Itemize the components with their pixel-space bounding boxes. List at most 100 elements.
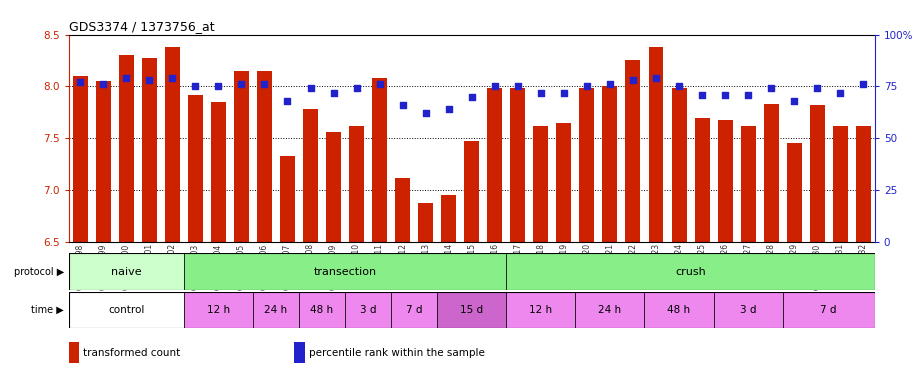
Bar bbox=[714, 292, 782, 328]
Bar bbox=[142, 58, 157, 242]
Point bbox=[810, 85, 824, 91]
Point bbox=[303, 85, 318, 91]
Bar bbox=[442, 195, 456, 242]
Point bbox=[396, 102, 410, 108]
Point bbox=[487, 83, 502, 89]
Point bbox=[464, 94, 479, 100]
Bar bbox=[575, 292, 645, 328]
Point bbox=[856, 81, 870, 88]
Bar bbox=[603, 86, 617, 242]
Bar bbox=[303, 109, 318, 242]
Text: 15 d: 15 d bbox=[460, 305, 484, 315]
Bar bbox=[253, 292, 299, 328]
Bar bbox=[184, 253, 507, 290]
Point bbox=[326, 89, 341, 96]
Text: 48 h: 48 h bbox=[668, 305, 691, 315]
Point bbox=[442, 106, 456, 112]
Bar bbox=[165, 47, 180, 242]
Bar bbox=[694, 118, 710, 242]
Bar bbox=[510, 88, 525, 242]
Point bbox=[557, 89, 572, 96]
Bar bbox=[580, 88, 594, 242]
Point bbox=[349, 85, 364, 91]
Point bbox=[419, 110, 433, 116]
Point bbox=[211, 83, 225, 89]
Bar bbox=[833, 126, 847, 242]
Bar bbox=[211, 102, 226, 242]
Bar bbox=[810, 105, 824, 242]
Text: 24 h: 24 h bbox=[598, 305, 621, 315]
Bar bbox=[349, 126, 364, 242]
Text: 7 d: 7 d bbox=[821, 305, 837, 315]
Bar bbox=[391, 292, 437, 328]
Point bbox=[694, 92, 709, 98]
Text: 3 d: 3 d bbox=[360, 305, 376, 315]
Text: 48 h: 48 h bbox=[311, 305, 333, 315]
Point bbox=[580, 83, 594, 89]
Point bbox=[372, 81, 387, 88]
Bar bbox=[234, 71, 249, 242]
Bar bbox=[345, 292, 391, 328]
Bar bbox=[299, 292, 345, 328]
Bar bbox=[188, 95, 202, 242]
Bar bbox=[856, 126, 871, 242]
Point bbox=[234, 81, 249, 88]
Bar bbox=[741, 126, 756, 242]
Bar bbox=[326, 132, 341, 242]
Bar bbox=[419, 202, 433, 242]
Bar bbox=[649, 47, 663, 242]
Bar bbox=[119, 55, 134, 242]
Point bbox=[603, 81, 617, 88]
Text: naive: naive bbox=[111, 266, 142, 277]
Text: control: control bbox=[108, 305, 145, 315]
Text: GDS3374 / 1373756_at: GDS3374 / 1373756_at bbox=[69, 20, 214, 33]
Bar bbox=[464, 141, 479, 242]
Text: 7 d: 7 d bbox=[406, 305, 422, 315]
Bar bbox=[671, 88, 686, 242]
Bar bbox=[787, 144, 802, 242]
Bar bbox=[717, 119, 733, 242]
Text: 3 d: 3 d bbox=[740, 305, 757, 315]
Bar bbox=[437, 292, 507, 328]
Text: 12 h: 12 h bbox=[207, 305, 230, 315]
Bar bbox=[556, 123, 572, 242]
Bar bbox=[764, 104, 779, 242]
Text: 24 h: 24 h bbox=[265, 305, 288, 315]
Bar bbox=[69, 292, 184, 328]
Point bbox=[626, 77, 640, 83]
Bar bbox=[184, 292, 253, 328]
Bar bbox=[395, 178, 410, 242]
Point bbox=[188, 83, 202, 89]
Point bbox=[142, 77, 157, 83]
Point bbox=[718, 92, 733, 98]
Text: protocol ▶: protocol ▶ bbox=[14, 266, 64, 277]
Text: time ▶: time ▶ bbox=[31, 305, 64, 315]
Text: 12 h: 12 h bbox=[529, 305, 552, 315]
Point bbox=[787, 98, 802, 104]
Text: transection: transection bbox=[313, 266, 376, 277]
Point bbox=[833, 89, 847, 96]
Bar bbox=[69, 253, 184, 290]
Point bbox=[119, 75, 134, 81]
Text: percentile rank within the sample: percentile rank within the sample bbox=[309, 348, 485, 358]
Bar bbox=[533, 126, 549, 242]
Point bbox=[257, 81, 272, 88]
Point bbox=[741, 92, 756, 98]
Bar bbox=[507, 253, 875, 290]
Text: crush: crush bbox=[675, 266, 706, 277]
Bar bbox=[487, 88, 502, 242]
Point bbox=[649, 75, 663, 81]
Bar bbox=[257, 71, 272, 242]
Bar bbox=[507, 292, 575, 328]
Bar bbox=[626, 61, 640, 242]
Bar bbox=[280, 156, 295, 242]
Point bbox=[165, 75, 180, 81]
Point bbox=[73, 79, 88, 85]
Point bbox=[96, 81, 111, 88]
Point bbox=[510, 83, 525, 89]
Text: transformed count: transformed count bbox=[83, 348, 180, 358]
Bar bbox=[782, 292, 875, 328]
Point bbox=[533, 89, 548, 96]
Point bbox=[671, 83, 686, 89]
Bar bbox=[69, 342, 79, 363]
